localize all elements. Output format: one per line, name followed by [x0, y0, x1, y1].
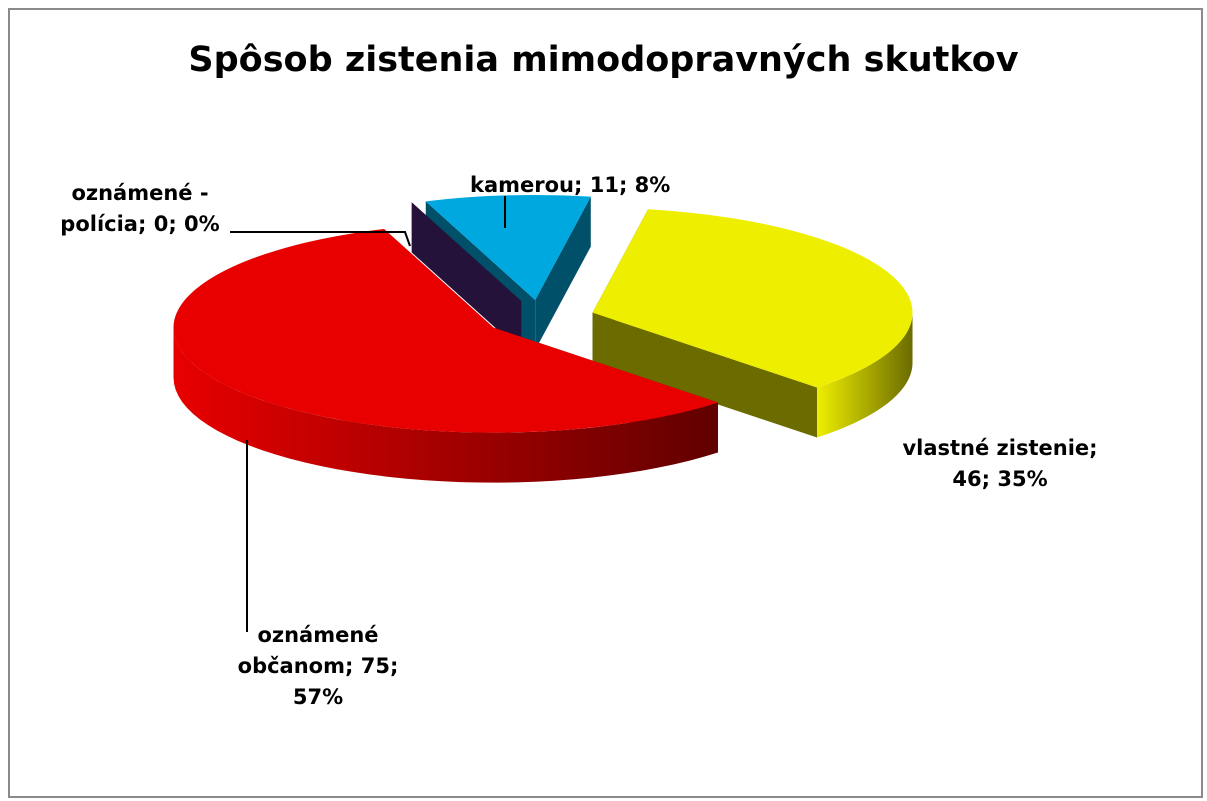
label-part: 57%: [292, 685, 344, 709]
chart-frame: [8, 8, 1203, 798]
slice-top: [411, 202, 522, 302]
slice-side: [816, 312, 913, 438]
label-part: 11: [589, 173, 619, 197]
data-label: kamerou; 11; 8%: [470, 170, 670, 201]
label-part: 0: [153, 212, 169, 236]
label-part: 35%: [997, 467, 1048, 491]
data-label: oznámené občanom; 75; 57%: [233, 620, 403, 713]
label-part: kamerou: [470, 173, 574, 197]
slice: [173, 228, 718, 483]
label-part: oznámené - polícia: [60, 181, 209, 236]
label-part: ;: [1089, 436, 1098, 460]
slice-top: [173, 228, 718, 433]
pie: [173, 195, 913, 483]
label-part: ;: [168, 212, 185, 236]
slice-wall: [592, 312, 817, 438]
label-part: ;: [981, 467, 998, 491]
slice-top: [592, 209, 913, 388]
label-part: ;: [137, 212, 154, 236]
label-part: ;: [389, 654, 399, 678]
slice-wall: [411, 202, 522, 352]
slice-side: [173, 327, 718, 483]
label-part: oznámené občanom: [237, 623, 379, 678]
chart-title: Spôsob zistenia mimodopravných skutkov: [188, 40, 1019, 80]
label-part: 75: [360, 654, 390, 678]
slice: [592, 209, 913, 438]
data-label: oznámené - polícia; 0; 0%: [45, 178, 235, 240]
data-label: vlastné zistenie; 46; 35%: [880, 433, 1120, 495]
slice-wall: [535, 196, 591, 351]
label-part: vlastné zistenie: [902, 436, 1090, 460]
label-part: 46: [952, 467, 982, 491]
slice-top: [425, 195, 591, 301]
leader-line: [230, 231, 411, 247]
label-part: ;: [574, 173, 590, 197]
label-part: 0%: [184, 212, 220, 236]
label-part: 8%: [634, 173, 671, 197]
label-part: ;: [344, 654, 361, 678]
slice: [411, 202, 522, 352]
label-part: ;: [618, 173, 635, 197]
